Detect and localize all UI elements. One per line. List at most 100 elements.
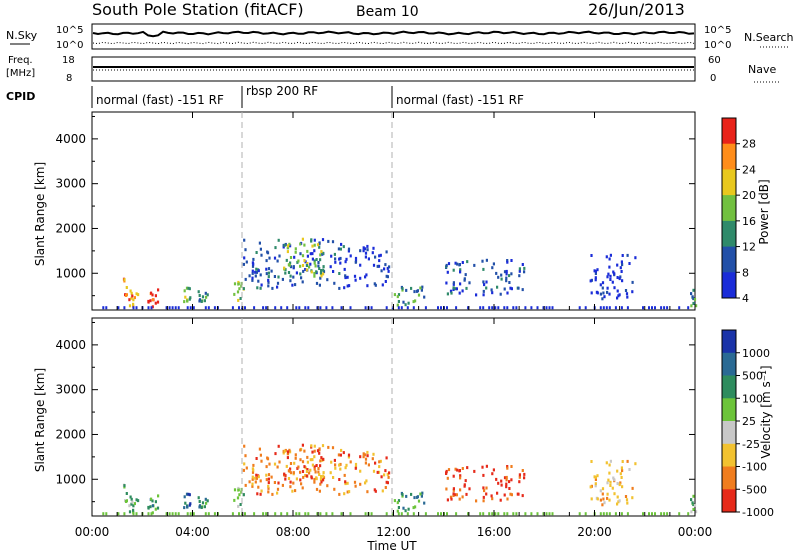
range-gate-cell	[605, 255, 608, 259]
range-gate-cell	[616, 276, 619, 279]
range-gate-cell	[456, 468, 459, 472]
range-gate-cell	[189, 306, 192, 310]
range-gate-cell	[339, 247, 342, 251]
range-gate-cell	[150, 512, 153, 516]
range-gate-cell	[345, 257, 348, 261]
range-gate-cell	[505, 482, 508, 486]
range-gate-cell	[149, 505, 152, 509]
range-gate-cell	[198, 505, 201, 509]
range-gate-cell	[253, 306, 256, 310]
range-gate-cell	[251, 269, 254, 273]
range-gate-cell	[479, 512, 482, 516]
range-gate-cell	[273, 481, 276, 484]
range-gate-cell	[687, 512, 690, 516]
range-gate-cell	[267, 484, 270, 488]
range-gate-cell	[459, 476, 462, 480]
range-gate-cell	[299, 252, 302, 256]
freq-tick-low: 8	[66, 73, 72, 84]
range-gate-cell	[616, 495, 619, 499]
range-gate-cell	[313, 243, 316, 247]
range-gate-cell	[251, 477, 254, 481]
range-gate-cell	[306, 262, 309, 265]
range-gate-cell	[499, 292, 502, 296]
range-gate-cell	[248, 480, 251, 484]
range-gate-cell	[500, 483, 503, 487]
range-gate-cell	[608, 265, 611, 269]
range-gate-cell	[282, 245, 285, 249]
range-gate-cell	[611, 486, 614, 490]
range-gate-cell	[613, 478, 616, 482]
range-gate-cell	[608, 306, 611, 310]
range-gate-cell	[313, 249, 316, 253]
colorbar-swatch	[722, 330, 736, 354]
range-gate-cell	[318, 451, 321, 455]
range-gate-cell	[316, 449, 320, 453]
range-gate-cell	[367, 463, 370, 467]
range-gate-cell	[459, 488, 462, 492]
range-gate-cell	[599, 498, 602, 502]
range-gate-cell	[315, 281, 319, 285]
colorbar-swatch	[722, 246, 736, 273]
range-gate-cell	[123, 512, 126, 516]
range-gate-cell	[207, 512, 210, 516]
range-gate-cell	[259, 479, 262, 483]
range-gate-cell	[378, 460, 381, 464]
range-gate-cell	[205, 501, 208, 505]
range-gate-cell	[372, 246, 375, 250]
range-gate-cell	[510, 287, 513, 291]
range-gate-cell	[147, 505, 150, 509]
range-gate-cell	[412, 512, 415, 516]
y-tick-label: 3000	[55, 177, 86, 191]
range-gate-cell	[306, 468, 309, 471]
range-gate-cell	[349, 512, 352, 516]
range-gate-cell	[151, 499, 154, 503]
range-gate-cell	[446, 292, 449, 296]
range-gate-cell	[510, 493, 513, 497]
range-gate-cell	[551, 512, 554, 516]
colorbar-swatch	[722, 443, 736, 468]
range-gate-cell	[313, 467, 316, 471]
range-gate-cell	[530, 306, 533, 310]
range-gate-cell	[151, 293, 154, 297]
range-gate-cell	[626, 512, 629, 516]
range-gate-cell	[521, 469, 524, 472]
range-gate-cell	[450, 497, 453, 501]
colorbar-swatch	[722, 489, 736, 513]
range-gate-cell	[255, 251, 258, 254]
range-gate-cell	[252, 468, 255, 472]
range-gate-cell	[338, 257, 341, 261]
range-gate-cell	[420, 494, 423, 498]
freq-panel-frame	[91, 56, 696, 82]
range-gate-cell	[301, 470, 305, 473]
range-gate-cell	[243, 462, 246, 466]
range-gate-cell	[183, 495, 186, 499]
range-gate-cell	[400, 306, 403, 310]
range-gate-cell	[413, 496, 416, 500]
range-gate-cell	[481, 259, 484, 263]
range-gate-cell	[315, 270, 318, 274]
range-gate-cell	[654, 306, 656, 310]
range-gate-cell	[318, 448, 321, 452]
range-gate-cell	[505, 272, 508, 276]
y-tick-label: 1000	[55, 266, 86, 280]
range-gate-cell	[183, 300, 186, 304]
range-gate-cell	[609, 278, 612, 281]
range-gate-cell	[315, 464, 318, 467]
range-gate-cell	[485, 286, 488, 290]
range-gate-cell	[280, 306, 283, 310]
range-gate-cell	[165, 306, 168, 310]
range-gate-cell	[289, 467, 292, 471]
range-gate-cell	[455, 512, 458, 516]
range-gate-cell	[319, 258, 322, 262]
range-gate-cell	[607, 478, 610, 482]
range-gate-cell	[366, 244, 369, 248]
range-gate-cell	[506, 260, 509, 264]
range-gate-cell	[364, 481, 367, 485]
range-gate-cell	[311, 257, 314, 261]
range-gate-cell	[149, 299, 152, 303]
range-gate-cell	[464, 479, 467, 483]
range-gate-cell	[295, 271, 298, 275]
range-gate-cell	[259, 453, 262, 457]
range-gate-cell	[322, 268, 325, 272]
range-gate-cell	[344, 466, 347, 470]
